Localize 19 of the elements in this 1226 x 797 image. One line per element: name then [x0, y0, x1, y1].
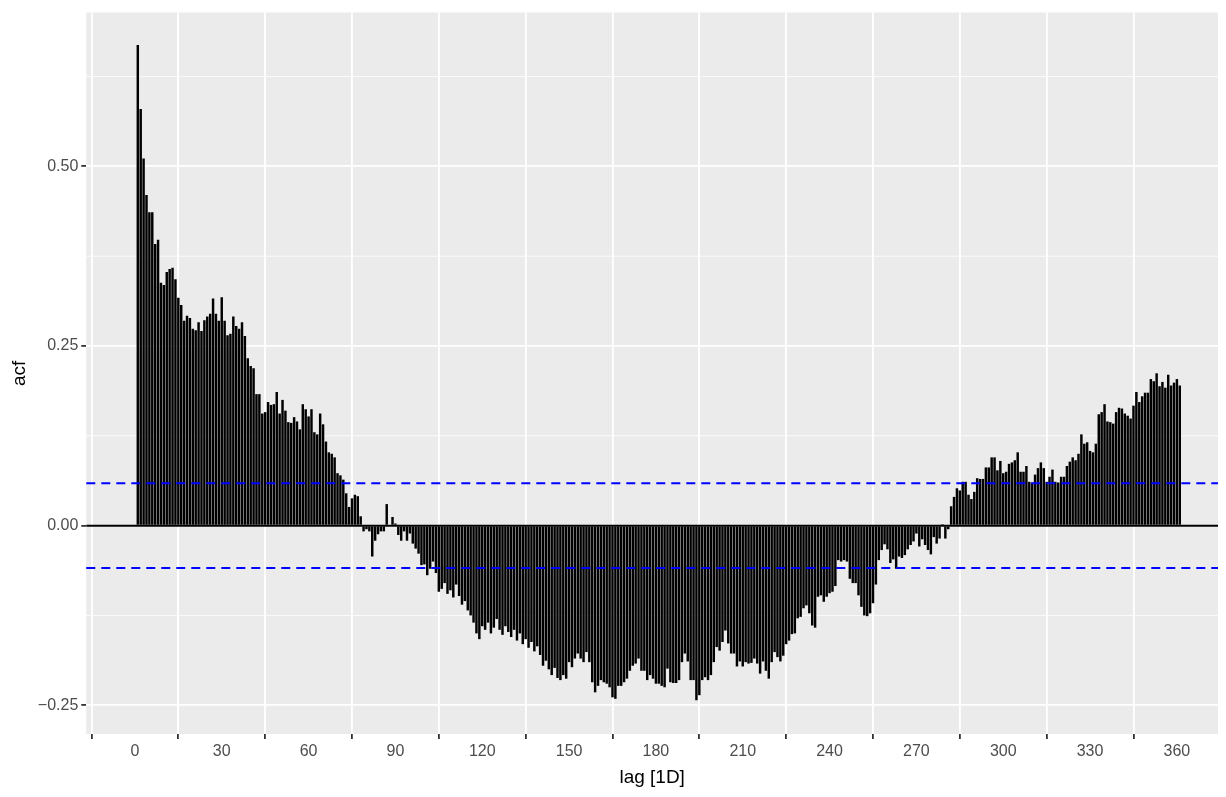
x-tick-label: 180 — [642, 742, 670, 760]
x-tick-label: 330 — [1076, 742, 1104, 760]
y-axis-title: acf — [7, 359, 29, 386]
x-tick-label: 300 — [989, 742, 1017, 760]
x-tick-label: 240 — [816, 742, 844, 760]
x-tick-label: 120 — [468, 742, 496, 760]
x-axis-title: lag [1D] — [619, 765, 685, 787]
y-tick-label: 0.25 — [47, 336, 79, 354]
y-tick-label: 0.50 — [47, 156, 79, 174]
x-tick-label: 150 — [555, 742, 583, 760]
y-tick-label: −0.25 — [37, 695, 79, 713]
x-tick-label: 30 — [212, 742, 231, 760]
x-tick-label: 0 — [130, 742, 140, 760]
x-tick-label: 60 — [299, 742, 318, 760]
y-tick-label: 0.00 — [47, 516, 79, 534]
x-tick-label: 210 — [729, 742, 757, 760]
x-tick-label: 360 — [1163, 742, 1191, 760]
x-tick-label: 90 — [386, 742, 405, 760]
x-tick-label: 270 — [903, 742, 930, 760]
